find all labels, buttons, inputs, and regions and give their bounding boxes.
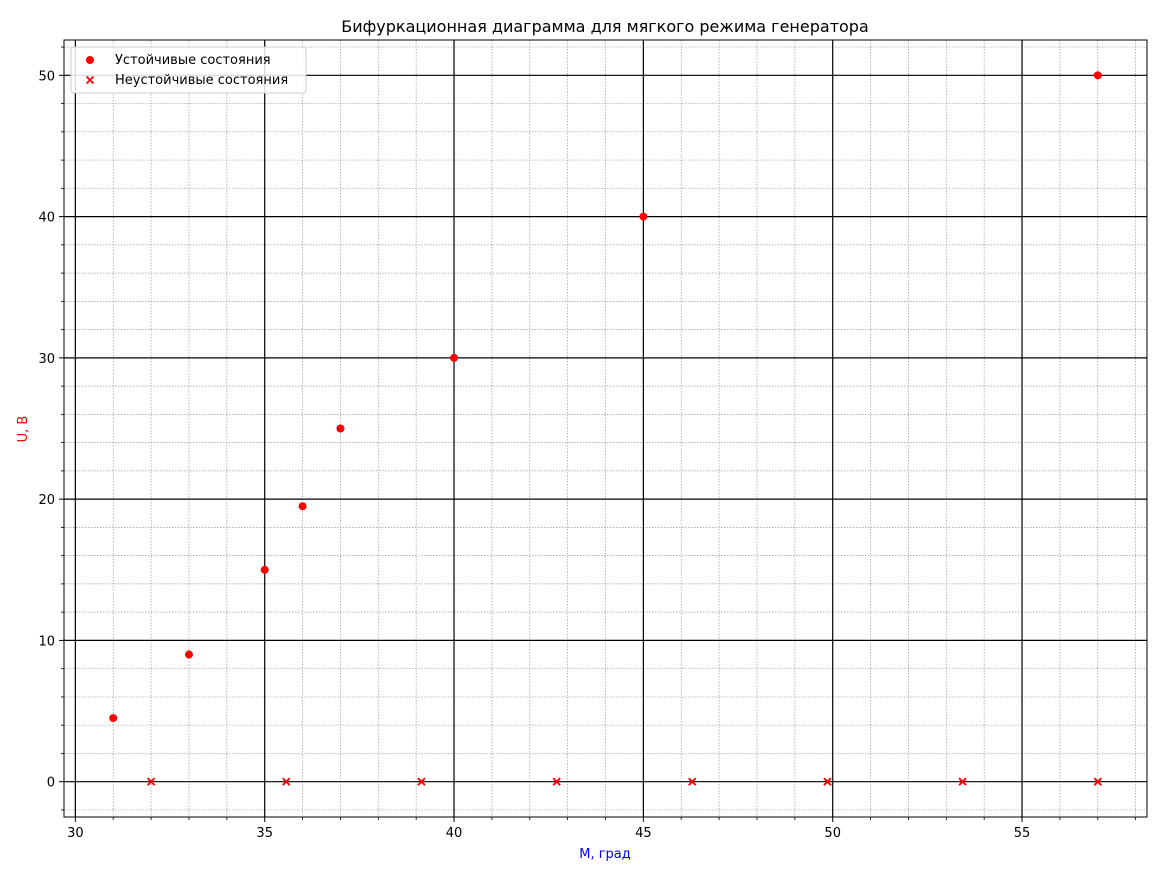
unstable-state-point — [552, 777, 561, 786]
cross-stroke — [417, 777, 426, 786]
axis-ticks: 30 35 40 45 50 55 0 10 20 30 40 50 — [38, 46, 1137, 841]
data-marks — [109, 71, 1102, 786]
stable-state-point — [298, 502, 307, 511]
stable-state-point — [184, 650, 193, 659]
y-tick-label: 10 — [38, 634, 55, 649]
stable-state-point — [1093, 71, 1102, 80]
y-tick-label: 50 — [38, 69, 55, 84]
legend-box — [70, 46, 307, 94]
unstable-state-point — [1093, 777, 1102, 786]
cross-stroke — [85, 75, 95, 85]
unstable-state-point — [282, 777, 291, 786]
x-tick-label: 45 — [635, 826, 652, 841]
x-tick-label: 35 — [256, 826, 273, 841]
legend-label-stable: Устойчивые состояния — [115, 53, 271, 68]
stable-state-point — [109, 714, 118, 723]
unstable-state-point — [958, 777, 967, 786]
legend-circle-marker — [86, 56, 94, 64]
plot-frame — [63, 39, 1148, 818]
major-grid — [64, 40, 1147, 817]
x-tick-label: 50 — [824, 826, 841, 841]
y-tick-label: 0 — [47, 776, 55, 791]
stable-state-point — [450, 353, 459, 362]
x-axis-label: M, град — [579, 847, 631, 862]
legend-cross-marker — [85, 75, 95, 85]
unstable-state-point — [823, 777, 832, 786]
chart-title: Бифуркационная диаграмма для мягкого реж… — [341, 17, 869, 36]
x-tick-label: 40 — [446, 826, 463, 841]
legend-marker-unstable — [85, 75, 95, 85]
y-tick-label: 20 — [38, 493, 55, 508]
unstable-state-point — [417, 777, 426, 786]
cross-stroke — [146, 777, 156, 786]
cross-stroke — [1093, 777, 1102, 786]
cross-stroke — [282, 777, 291, 786]
y-axis-label: U, В — [16, 416, 31, 443]
stable-state-point — [639, 212, 648, 221]
legend-marker-stable — [86, 56, 94, 64]
cross-stroke — [552, 777, 561, 786]
x-tick-label: 30 — [67, 826, 84, 841]
cross-stroke — [823, 777, 832, 786]
x-tick-label: 55 — [1014, 826, 1031, 841]
unstable-state-point — [146, 777, 156, 786]
legend-label-unstable: Неустойчивые состояния — [115, 73, 288, 88]
minor-grid — [64, 40, 1147, 817]
legend: Устойчивые состояния Неустойчивые состоя… — [70, 46, 307, 94]
y-tick-label: 40 — [38, 211, 55, 226]
stable-state-point — [260, 565, 269, 574]
unstable-state-point — [688, 777, 697, 786]
y-tick-label: 30 — [38, 352, 55, 367]
stable-state-point — [336, 424, 345, 433]
cross-stroke — [958, 777, 967, 786]
cross-stroke — [688, 777, 697, 786]
